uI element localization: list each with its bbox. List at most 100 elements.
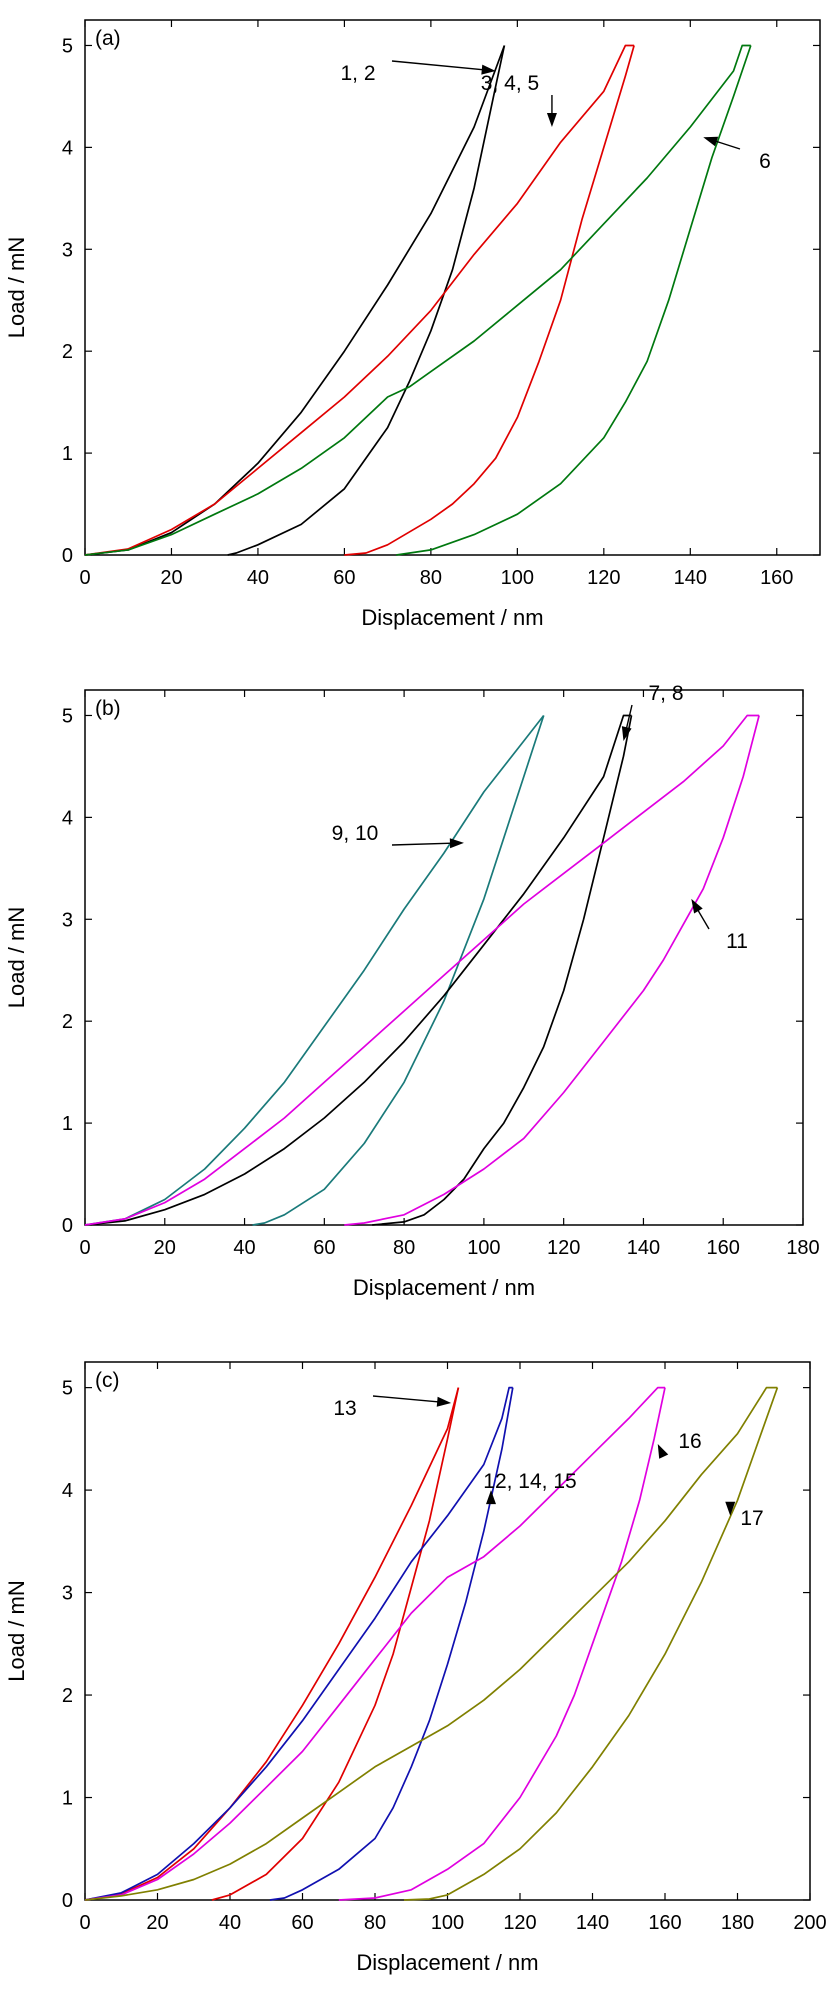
y-tick-label: 4	[62, 1480, 73, 1502]
annotation-arrowhead	[436, 1396, 452, 1407]
panel-label: (b)	[95, 697, 121, 720]
plot-frame	[84, 689, 804, 1226]
y-axis-title: Load / mN	[4, 237, 29, 339]
y-axis-title: Load / mN	[4, 907, 29, 1009]
x-tick-label: 120	[503, 1912, 536, 1934]
curve-annotation: 6	[759, 150, 771, 173]
series-3-loading-curve	[84, 714, 760, 1226]
series-2-loading-curve	[84, 44, 635, 556]
series-1-unloading-curve	[252, 715, 545, 1226]
x-tick-label: 120	[547, 1237, 580, 1259]
annotation-arrow-line	[391, 60, 488, 71]
series-2-loading-curve	[84, 1386, 513, 1901]
x-tick-label: 140	[627, 1237, 660, 1259]
x-axis-title: Displacement / nm	[356, 1950, 538, 1975]
annotation-arrowhead	[703, 136, 719, 147]
annotation-arrowhead	[657, 1443, 669, 1459]
y-tick-label: 4	[62, 807, 73, 829]
annotation-arrowhead	[725, 1501, 736, 1516]
series-1-unloading-curve	[227, 45, 506, 556]
chart-panel-b: 0 20 40 60 80 100 120 140 160 180 0 1 2 3 4 5 Displaceme…	[4, 682, 820, 1300]
curve-annotation: 9, 10	[332, 822, 379, 845]
x-tick-label: 140	[674, 567, 707, 589]
x-tick-label: 120	[587, 567, 620, 589]
panel-label: (a)	[95, 27, 121, 50]
curve-annotation: 16	[678, 1430, 701, 1453]
x-axis-title: Displacement / nm	[361, 605, 543, 630]
plot-frame	[84, 19, 821, 556]
x-tick-label: 160	[707, 1237, 740, 1259]
y-tick-label: 1	[62, 1113, 73, 1135]
y-axis-title: Load / mN	[4, 1580, 29, 1682]
y-tick-label: 1	[62, 443, 73, 465]
x-tick-label: 160	[648, 1912, 681, 1934]
x-axis-title: Displacement / nm	[353, 1275, 535, 1300]
x-tick-label: 100	[467, 1237, 500, 1259]
annotation-arrowhead	[546, 113, 557, 127]
y-tick-label: 1	[62, 1788, 73, 1810]
curve-annotation: 7, 8	[648, 682, 683, 705]
chart-panel-a: 0 20 40 60 80 100 120 140 160 0 1 2 3 4 5 Displacement …	[4, 19, 821, 630]
curve-annotation: 13	[333, 1397, 356, 1420]
x-tick-label: 180	[721, 1912, 754, 1934]
annotation-arrow-line	[391, 842, 456, 846]
series-2-unloading-curve	[269, 1387, 514, 1901]
series-2-unloading-curve	[372, 715, 633, 1226]
y-tick-label: 3	[62, 1583, 73, 1605]
x-tick-label: 0	[79, 1237, 90, 1259]
series-3-loading-curve	[84, 44, 751, 556]
series-2-loading-curve	[84, 714, 632, 1226]
x-tick-label: 200	[793, 1912, 826, 1934]
x-tick-label: 20	[154, 1237, 176, 1259]
x-tick-label: 60	[291, 1912, 313, 1934]
panel-label: (c)	[95, 1369, 120, 1392]
x-tick-label: 40	[247, 567, 269, 589]
curve-annotation: 1, 2	[340, 62, 375, 85]
annotation-arrowhead	[691, 898, 703, 914]
curve-annotation: 11	[726, 930, 748, 953]
y-tick-label: 0	[62, 1215, 73, 1237]
x-tick-label: 100	[431, 1912, 464, 1934]
series-2-unloading-curve	[344, 45, 635, 556]
x-tick-label: 60	[333, 567, 355, 589]
series-3-unloading-curve	[338, 1387, 666, 1901]
y-tick-label: 3	[62, 239, 73, 261]
y-tick-label: 2	[62, 1685, 73, 1707]
series-1-unloading-curve	[211, 1387, 460, 1901]
y-tick-label: 2	[62, 1011, 73, 1033]
annotation-arrowhead	[449, 838, 464, 849]
series-1-loading-curve	[84, 714, 545, 1226]
series-4-unloading-curve	[403, 1387, 779, 1901]
x-tick-label: 0	[79, 1912, 90, 1934]
x-tick-label: 40	[219, 1912, 241, 1934]
x-tick-label: 180	[786, 1237, 819, 1259]
series-3-unloading-curve	[344, 715, 760, 1226]
annotation-arrow-line	[372, 1395, 444, 1403]
x-tick-label: 0	[79, 567, 90, 589]
x-tick-label: 80	[364, 1912, 386, 1934]
curve-annotation: 12, 14, 15	[483, 1470, 576, 1493]
x-tick-label: 40	[233, 1237, 255, 1259]
x-tick-label: 60	[313, 1237, 335, 1259]
y-tick-label: 5	[62, 1378, 73, 1400]
x-tick-label: 80	[420, 567, 442, 589]
y-tick-label: 0	[62, 1890, 73, 1912]
series-3-unloading-curve	[396, 45, 752, 556]
x-tick-label: 140	[576, 1912, 609, 1934]
series-3-loading-curve	[84, 1386, 665, 1901]
x-tick-label: 80	[393, 1237, 415, 1259]
x-tick-label: 160	[760, 567, 793, 589]
y-tick-label: 2	[62, 341, 73, 363]
annotation-arrowhead	[621, 726, 632, 741]
series-4-loading-curve	[84, 1386, 778, 1901]
y-tick-label: 4	[62, 137, 73, 159]
y-tick-label: 3	[62, 909, 73, 931]
chart-panel-c: 0 20 40 60 80 100 120 140 160 180 200 0 1 2 3 4 5 Displac…	[4, 1361, 827, 1975]
curve-annotation: 3, 4, 5	[481, 72, 539, 95]
series-1-loading-curve	[84, 1387, 460, 1901]
y-tick-label: 5	[62, 705, 73, 727]
annotation-arrowhead	[486, 1490, 496, 1505]
series-1-loading-curve	[84, 45, 506, 556]
x-tick-label: 20	[146, 1912, 168, 1934]
